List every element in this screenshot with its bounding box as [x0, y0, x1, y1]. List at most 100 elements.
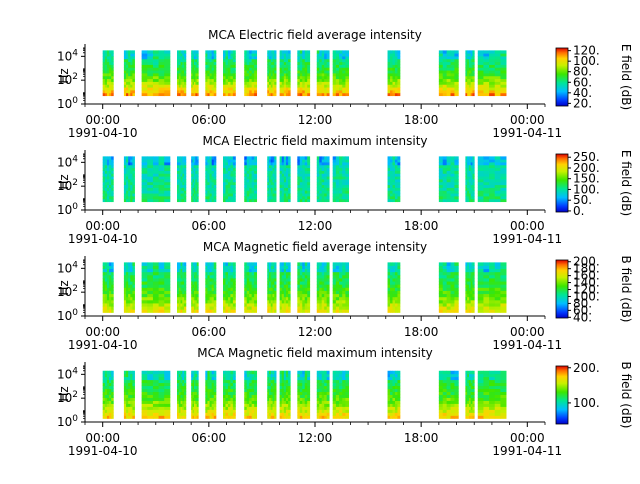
spectrogram-segment	[124, 262, 135, 312]
x-tick-label: 06:00	[192, 219, 227, 233]
spectrogram-segment	[439, 262, 459, 312]
x-tick-label: 00:00	[85, 325, 120, 339]
spectrogram-segment	[388, 50, 401, 96]
spectrogram-segment	[478, 156, 507, 202]
y-tick-label: 102	[57, 72, 78, 87]
x-tick-label: 12:00	[298, 219, 333, 233]
spectrogram-segment	[388, 156, 401, 202]
colorbar-label: B field (dB)	[619, 256, 633, 323]
x-date-label: 1991-04-10	[68, 338, 138, 352]
spectrogram-segment	[317, 262, 330, 312]
x-tick-label: 06:00	[192, 113, 227, 127]
y-tick-label: 104	[57, 154, 78, 169]
spectrogram-segment	[244, 50, 257, 96]
x-date-label: 1991-04-10	[68, 444, 138, 458]
spectrogram-segment	[177, 371, 186, 419]
spectrogram-segment	[388, 262, 401, 312]
spectrogram-segment	[223, 50, 236, 96]
spectrogram-segment	[297, 156, 310, 202]
spectrogram-segment	[205, 262, 216, 312]
x-tick-label: 00:00	[510, 113, 545, 127]
spectrogram-segment	[191, 371, 198, 419]
spectrogram-segment	[177, 50, 186, 96]
spectrogram-segment	[465, 262, 474, 312]
spectrogram-segment	[177, 156, 186, 202]
spectrogram-segment	[191, 156, 198, 202]
spectrogram-segment	[280, 371, 291, 419]
y-tick-label: 100	[57, 96, 78, 111]
spectrogram-segment	[205, 371, 216, 419]
chart-title: MCA Magnetic field maximum intensity	[197, 346, 433, 360]
chart-panel-2: MCA Electric field maximum intensityHz10…	[57, 134, 633, 246]
spectrogram-segment	[439, 50, 459, 96]
colorbar	[556, 48, 568, 106]
x-date-label: 1991-04-10	[68, 232, 138, 246]
x-tick-label: 06:00	[192, 431, 227, 445]
y-tick-label: 100	[57, 202, 78, 217]
colorbar-tick-label: 200.	[573, 361, 600, 375]
spectrogram-segment	[465, 371, 474, 419]
spectrogram-segment	[223, 371, 236, 419]
x-date-label: 1991-04-11	[492, 338, 562, 352]
spectrogram-segment	[142, 50, 171, 96]
spectrogram-segment	[223, 262, 236, 312]
spectrogram-segment	[205, 50, 216, 96]
spectrogram-segment	[267, 262, 276, 312]
spectrogram-segment	[333, 371, 349, 419]
y-tick-label: 102	[57, 284, 78, 299]
spectrogram-segment	[297, 50, 310, 96]
spectrogram-segment	[267, 156, 276, 202]
spectrogram-segment	[244, 371, 257, 419]
colorbar	[556, 366, 568, 424]
colorbar-label: B field (dB)	[619, 362, 633, 429]
spectrogram-segment	[124, 156, 135, 202]
chart-title: MCA Electric field maximum intensity	[202, 134, 427, 148]
spectrogram-segment	[191, 262, 198, 312]
x-tick-label: 00:00	[510, 431, 545, 445]
spectrogram-segment	[333, 50, 349, 96]
x-date-label: 1991-04-11	[492, 232, 562, 246]
x-tick-label: 12:00	[298, 431, 333, 445]
x-tick-label: 00:00	[85, 219, 120, 233]
spectrogram-segment	[333, 262, 349, 312]
spectrogram-segment	[478, 50, 507, 96]
spectrogram-segment	[191, 50, 198, 96]
spectrogram-segment	[280, 50, 291, 96]
spectrogram-segment	[317, 371, 330, 419]
spectrogram-segment	[177, 262, 186, 312]
spectrogram-segment	[333, 156, 349, 202]
x-tick-label: 18:00	[404, 431, 439, 445]
colorbar-tick-label: 200.	[573, 255, 600, 269]
x-tick-label: 18:00	[404, 325, 439, 339]
spectrogram-segment	[124, 50, 135, 96]
colorbar-tick-label: 250.	[573, 150, 600, 164]
x-date-label: 1991-04-11	[492, 126, 562, 140]
spectrogram-segment	[103, 371, 114, 419]
chart-panel-1: MCA Electric field average intensityHz10…	[57, 28, 633, 140]
spectrogram-segment	[267, 371, 276, 419]
spectrogram-segment	[297, 371, 310, 419]
y-tick-label: 100	[57, 414, 78, 429]
colorbar-label: E field (dB)	[619, 44, 633, 110]
spectrogram-segment	[124, 371, 135, 419]
x-tick-label: 12:00	[298, 113, 333, 127]
spectrogram-segment	[103, 262, 114, 312]
y-tick-label: 104	[57, 48, 78, 63]
y-tick-label: 102	[57, 178, 78, 193]
colorbar	[556, 260, 568, 318]
x-tick-label: 00:00	[510, 219, 545, 233]
spectrogram-segment	[280, 262, 291, 312]
spectrogram-segment	[244, 262, 257, 312]
spectrogram-segment	[478, 262, 507, 312]
y-tick-label: 100	[57, 308, 78, 323]
spectrogram-segment	[465, 50, 474, 96]
spectrogram-segment	[223, 156, 236, 202]
spectrogram-segment	[297, 262, 310, 312]
colorbar-tick-label: 120.	[573, 44, 600, 58]
x-date-label: 1991-04-10	[68, 126, 138, 140]
colorbar-tick-label: 100.	[573, 396, 600, 410]
x-date-label: 1991-04-11	[492, 444, 562, 458]
spectrogram-segment	[478, 371, 507, 419]
spectrogram-segment	[317, 156, 330, 202]
